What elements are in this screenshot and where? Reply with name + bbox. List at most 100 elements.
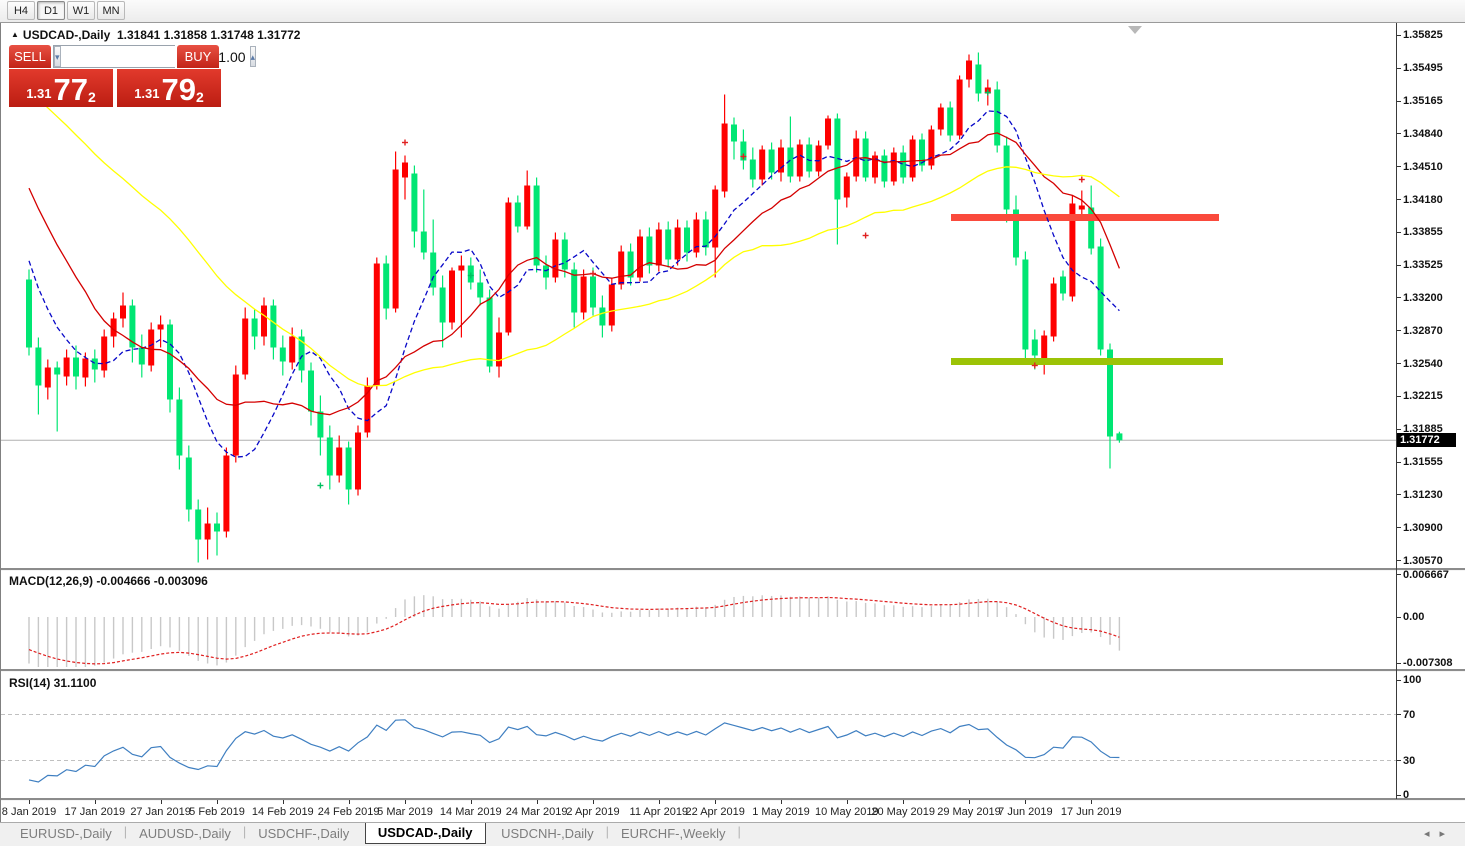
signal-marker-icon: [317, 482, 324, 489]
chart-tab-usdchf[interactable]: USDCHF-,Daily: [258, 826, 350, 841]
candle-body: [890, 152, 897, 182]
timeframe-button-d1[interactable]: D1: [37, 1, 65, 20]
candle-body: [101, 336, 108, 371]
candle-body: [261, 305, 267, 337]
timeframe-button-mn[interactable]: MN: [97, 1, 125, 20]
rsi-axis-tick: [1397, 679, 1401, 681]
date-axis-tick: [470, 800, 472, 804]
rsi-axis-tick: [1397, 714, 1401, 715]
candle-body: [543, 265, 549, 278]
price-axis-label: 1.35825: [1403, 29, 1443, 41]
candle-body: [872, 155, 878, 178]
price-axis-tick: [1397, 461, 1401, 463]
candle-body: [571, 269, 578, 313]
candle-body: [120, 305, 126, 319]
pane-divider-macd[interactable]: [1, 568, 1465, 571]
price-axis-tick: [1397, 560, 1401, 561]
candle-body: [73, 357, 79, 377]
candle-body: [1088, 207, 1095, 249]
timeframe-button-h4[interactable]: H4: [7, 1, 35, 20]
chart-tab-eurusd[interactable]: EURUSD-,Daily: [20, 826, 112, 841]
chart-shift-marker-icon[interactable]: [1128, 26, 1142, 34]
candle-body: [721, 123, 728, 192]
rsi-label: RSI(14) 31.1100: [9, 676, 97, 690]
signal-marker-icon: [402, 139, 408, 146]
price-axis-tick: [1397, 297, 1401, 298]
candle-body: [815, 145, 822, 172]
candle-body: [458, 265, 465, 271]
price-chart-canvas[interactable]: [1, 23, 1396, 568]
rsi-chart-canvas[interactable]: [1, 672, 1396, 798]
candle-body: [552, 239, 559, 278]
timeframe-button-w1[interactable]: W1: [67, 1, 95, 20]
candle-body: [383, 263, 390, 309]
candle-body: [825, 118, 831, 146]
candle-body: [580, 276, 587, 313]
volume-decrease-icon[interactable]: ▾: [54, 46, 61, 67]
candle-body: [1097, 246, 1104, 350]
pane-divider-rsi[interactable]: [1, 669, 1465, 672]
date-axis-tick: [658, 800, 660, 804]
price-axis-tick: [1397, 395, 1401, 397]
tab-separator: |: [605, 824, 609, 839]
tab-scroll-arrows[interactable]: ◂▸: [1423, 828, 1455, 840]
candle-body: [778, 147, 784, 173]
ma-mid: [28, 132, 1121, 416]
candle-body: [195, 509, 202, 540]
rsi-axis-label: 0: [1403, 789, 1410, 801]
candle-body: [411, 173, 418, 232]
date-axis-tick: [593, 800, 594, 804]
sell-price-big: 77: [53, 72, 88, 107]
signal-marker-icon: [984, 89, 991, 96]
candle-body: [420, 231, 427, 253]
date-axis-label: 24 Mar 2019: [505, 806, 568, 818]
sell-quote-button[interactable]: 1.31 77 2: [9, 69, 113, 107]
macd-chart-canvas[interactable]: [1, 571, 1396, 667]
expand-panel-icon[interactable]: ▲: [11, 30, 19, 39]
tab-separator: |: [123, 824, 128, 839]
price-axis-label: 1.33525: [1403, 259, 1443, 271]
candle-body: [355, 432, 361, 490]
candle-body: [533, 185, 540, 266]
price-axis-tick: [1397, 330, 1401, 331]
date-axis-tick: [348, 800, 350, 804]
buy-button[interactable]: BUY: [177, 45, 219, 68]
macd-axis-tick: [1397, 574, 1401, 576]
candle-body: [251, 318, 258, 337]
chart-tab-usdcad[interactable]: USDCAD-,Daily: [364, 823, 486, 844]
chart-tab-eurchf[interactable]: EURCHF-,Weekly: [620, 826, 726, 841]
candle-body: [590, 276, 596, 308]
chart-tab-bar: EURUSD-,Daily | AUDUSD-,Daily | USDCHF-,Dail…: [0, 822, 1465, 846]
candle-body: [843, 176, 850, 198]
candle-body: [54, 367, 61, 375]
sell-price-prefix: 1.31: [26, 86, 52, 101]
chart-tab-usdcnh[interactable]: USDCNH-,Daily: [501, 826, 594, 841]
candle-body: [392, 169, 399, 309]
candle-body: [138, 347, 145, 365]
volume-stepper: ▾ ▴: [53, 45, 257, 68]
candle-body: [82, 358, 89, 378]
date-axis[interactable]: 8 Jan 2019 17 Jan 2019 27 Jan 2019 5 Feb 20…: [1, 800, 1396, 822]
candle-body: [91, 358, 98, 370]
date-axis-label: 17 Jun 2019: [1060, 806, 1122, 818]
volume-increase-icon[interactable]: ▴: [249, 46, 257, 67]
price-axis-tick: [1397, 264, 1401, 266]
chart-title: ▲ USDCAD-,Daily 1.31841 1.31858 1.31748 1…: [11, 28, 300, 42]
candle-body: [1116, 433, 1123, 441]
buy-price-sup: 2: [196, 89, 204, 105]
signal-marker-icon: [590, 270, 596, 277]
price-axis-label: 1.31230: [1403, 488, 1443, 501]
price-axis-label: 1.35495: [1403, 62, 1443, 74]
buy-quote-button[interactable]: 1.31 79 2: [117, 69, 221, 107]
date-axis-tick: [715, 800, 717, 804]
chart-tab-audusd[interactable]: AUDUSD-,Daily: [139, 826, 231, 841]
sell-button[interactable]: SELL: [9, 45, 51, 68]
buy-price-prefix: 1.31: [134, 86, 160, 101]
ma-slow: [28, 90, 1120, 388]
candle-body: [937, 107, 944, 130]
price-axis-label: 1.31555: [1403, 456, 1443, 468]
candle-body: [702, 219, 709, 248]
candle-body: [214, 523, 220, 532]
macd-axis-label: -0.007308: [1403, 657, 1453, 670]
volume-input[interactable]: [60, 46, 250, 67]
